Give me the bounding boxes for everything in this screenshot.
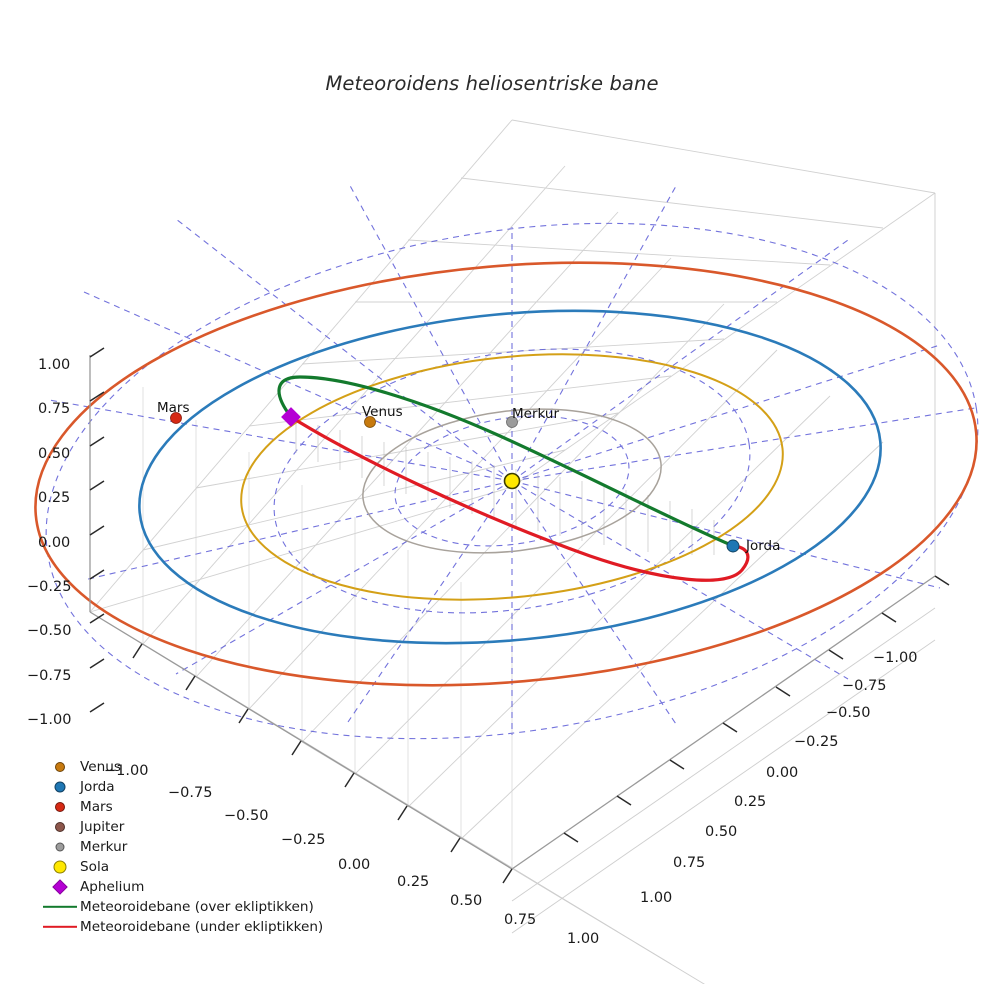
legend-marker-dot-icon	[40, 817, 80, 837]
marker-mars	[170, 412, 182, 424]
x-axis-tick-4: 0.00	[338, 857, 371, 873]
marker-venus	[364, 416, 376, 428]
legend-label: Meteoroidebane (under ekliptikken)	[80, 919, 324, 935]
meteoroid-trajectory	[277, 375, 750, 582]
legend-marker-dot-icon	[40, 857, 80, 877]
legend-marker-dot-icon	[40, 777, 80, 797]
legend-label: Aphelium	[80, 879, 145, 895]
x-axis-tick-0: −1.00	[104, 763, 149, 779]
z-axis-tick-7: −0.75	[27, 668, 72, 684]
y-axis-tick-3: −0.25	[794, 734, 839, 750]
x-axis-tick-2: −0.50	[224, 808, 269, 824]
y-axis-tick-1: −0.75	[842, 678, 887, 694]
z-axis-tick-8: −1.00	[27, 712, 72, 728]
meteoroid-track-under-ecliptic	[289, 415, 750, 582]
celestial-body-markers	[170, 407, 740, 553]
y-axis-tick-0: −1.00	[873, 650, 918, 666]
body-label-venus: Venus	[362, 404, 403, 420]
planet-orbits	[34, 261, 978, 687]
y-axis-tick-8: 1.00	[640, 890, 673, 906]
legend-item-jorda[interactable]: Jorda	[40, 777, 340, 797]
legend-label: Meteoroidebane (over ekliptikken)	[80, 899, 314, 915]
legend-item-venus[interactable]: Venus	[40, 757, 340, 777]
x-axis-tick-1: −0.75	[168, 785, 213, 801]
body-label-merkur: Merkur	[512, 406, 560, 422]
y-axis-tick-2: −0.50	[826, 705, 871, 721]
x-axis-tick-3: −0.25	[281, 832, 326, 848]
legend-item-sola[interactable]: Sola	[40, 857, 340, 877]
marker-merkur	[506, 416, 518, 428]
z-axis-tick-1: 0.75	[38, 401, 71, 417]
marker-jorda	[726, 539, 740, 553]
legend-item-meteoroidebane-over-ekliptikken[interactable]: Meteoroidebane (over ekliptikken)	[40, 897, 340, 917]
top-wall-grid	[89, 119, 936, 840]
legend-marker-dot-icon	[40, 757, 80, 777]
legend-marker-dot-icon	[40, 797, 80, 817]
legend-marker-line-icon	[40, 897, 80, 917]
z-axis-tick-3: 0.25	[38, 490, 71, 506]
orbit-jorda	[138, 309, 882, 645]
x-axis-tick-7: 0.75	[504, 912, 537, 928]
legend-label: Mars	[80, 799, 113, 815]
ecliptic-spoke-lines	[48, 181, 976, 735]
legend-marker-diamond-icon	[40, 877, 80, 897]
legend-item-aphelium[interactable]: Aphelium	[40, 877, 340, 897]
ecliptic-plane	[45, 181, 979, 740]
x-axis-tick-6: 0.50	[450, 893, 483, 909]
marker-aphelium	[281, 407, 301, 427]
y-axis-tick-6: 0.50	[705, 824, 738, 840]
legend-label: Sola	[80, 859, 110, 875]
z-axis-tick-4: 0.00	[38, 535, 71, 551]
x-axis-tick-8: 1.00	[567, 931, 600, 947]
legend-item-merkur[interactable]: Merkur	[40, 837, 340, 857]
orbit-drop-lines	[295, 421, 715, 555]
legend-item-mars[interactable]: Mars	[40, 797, 340, 817]
legend-label: Venus	[80, 759, 121, 775]
axes-wall-grid	[89, 119, 936, 840]
x-axis-spine	[89, 611, 513, 870]
legend-label: Merkur	[80, 839, 128, 855]
legend-item-jupiter[interactable]: Jupiter	[40, 817, 340, 837]
legend-marker-line-icon	[40, 917, 80, 937]
orbit-venus	[240, 353, 784, 601]
meteoroid-track-over-ecliptic	[277, 375, 733, 547]
x-axis-tick-5: 0.25	[397, 874, 430, 890]
body-label-mars: Mars	[157, 400, 190, 416]
y-axis-tick-4: 0.00	[766, 765, 799, 781]
legend-label: Jupiter	[80, 819, 125, 835]
z-axis-tick-5: −0.25	[27, 579, 72, 595]
legend-label: Jorda	[80, 779, 115, 795]
z-axis-tick-6: −0.50	[27, 623, 72, 639]
orbit-merkur	[362, 408, 662, 554]
legend: Venus Jorda Mars Jupiter Merkur Sola Aphelium M…	[40, 757, 340, 937]
y-axis-tick-7: 0.75	[673, 855, 706, 871]
axis-tick-marks	[89, 347, 950, 884]
body-label-jorda: Jorda	[746, 538, 781, 554]
y-axis-tick-5: 0.25	[734, 794, 767, 810]
marker-sola	[503, 472, 521, 490]
orbit-mars	[34, 261, 978, 687]
page-title: Meteoroidens heliosentriske bane	[325, 72, 659, 95]
legend-item-meteoroidebane-under-ekliptikken[interactable]: Meteoroidebane (under ekliptikken)	[40, 917, 340, 937]
z-axis-tick-2: 0.50	[38, 446, 71, 462]
legend-marker-dot-icon	[40, 837, 80, 857]
z-axis-tick-0: 1.00	[38, 357, 71, 373]
